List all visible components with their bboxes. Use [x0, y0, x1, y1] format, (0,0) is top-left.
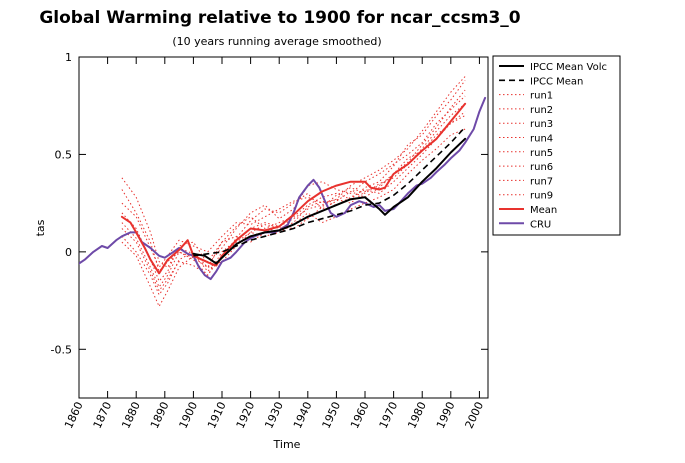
- series-line-run6: [121, 76, 466, 268]
- x-tick-label: 1920: [234, 400, 258, 431]
- x-tick-label: 1930: [262, 400, 286, 431]
- legend-box: [492, 55, 621, 236]
- legend-label: Mean: [530, 205, 557, 216]
- legend-label: run7: [530, 176, 553, 187]
- series-line-cru: [79, 96, 487, 281]
- series-line-run4: [121, 95, 466, 282]
- legend: IPCC Mean Volc IPCC Mean run1 run2 run3 run4 r…: [492, 55, 621, 236]
- series-line-run7: [121, 111, 466, 296]
- x-tick-label: 1990: [434, 400, 458, 431]
- legend-label: run1: [530, 91, 553, 102]
- chart-subtitle: (10 years running average smoothed): [172, 35, 381, 48]
- legend-label: run9: [530, 191, 553, 202]
- series-line-mean: [120, 102, 467, 275]
- series-line-ipcc-mean-volc: [192, 137, 467, 265]
- y-tick-label: 0.5: [55, 148, 73, 161]
- x-axis-label: Time: [273, 438, 301, 451]
- legend-label: run6: [530, 162, 553, 173]
- x-tick-label: 1960: [348, 400, 372, 431]
- y-axis: 1 0.5 0 -0.5: [51, 51, 488, 356]
- series-line-ipcc-mean: [193, 126, 466, 257]
- x-tick-label: 1870: [91, 400, 115, 431]
- x-tick-label: 1950: [320, 400, 344, 431]
- x-tick-label: 1970: [377, 400, 401, 431]
- x-tick-label: 1880: [119, 400, 143, 431]
- legend-label: run4: [530, 134, 553, 145]
- chart-title: Global Warming relative to 1900 for ncar…: [39, 8, 520, 28]
- legend-label: run3: [530, 119, 553, 130]
- legend-label: CRU: [530, 219, 551, 230]
- legend-label: IPCC Mean: [530, 76, 583, 87]
- x-tick-label: 1980: [405, 400, 429, 431]
- y-tick-label: -0.5: [51, 343, 72, 356]
- x-tick-label: 1900: [177, 400, 201, 431]
- legend-label: run5: [530, 148, 553, 159]
- x-tick-label: 2000: [463, 400, 487, 431]
- y-tick-label: 0: [65, 246, 72, 259]
- y-axis-label: tas: [34, 219, 47, 236]
- legend-label: IPCC Mean Volc: [530, 62, 607, 73]
- x-tick-label: 1890: [148, 400, 172, 431]
- x-tick-label: 1860: [62, 400, 86, 431]
- x-tick-label: 1940: [291, 400, 315, 431]
- x-tick-label: 1910: [205, 400, 229, 431]
- y-tick-label: 1: [65, 51, 72, 64]
- legend-label: run2: [530, 105, 553, 116]
- series-lines: [79, 76, 487, 307]
